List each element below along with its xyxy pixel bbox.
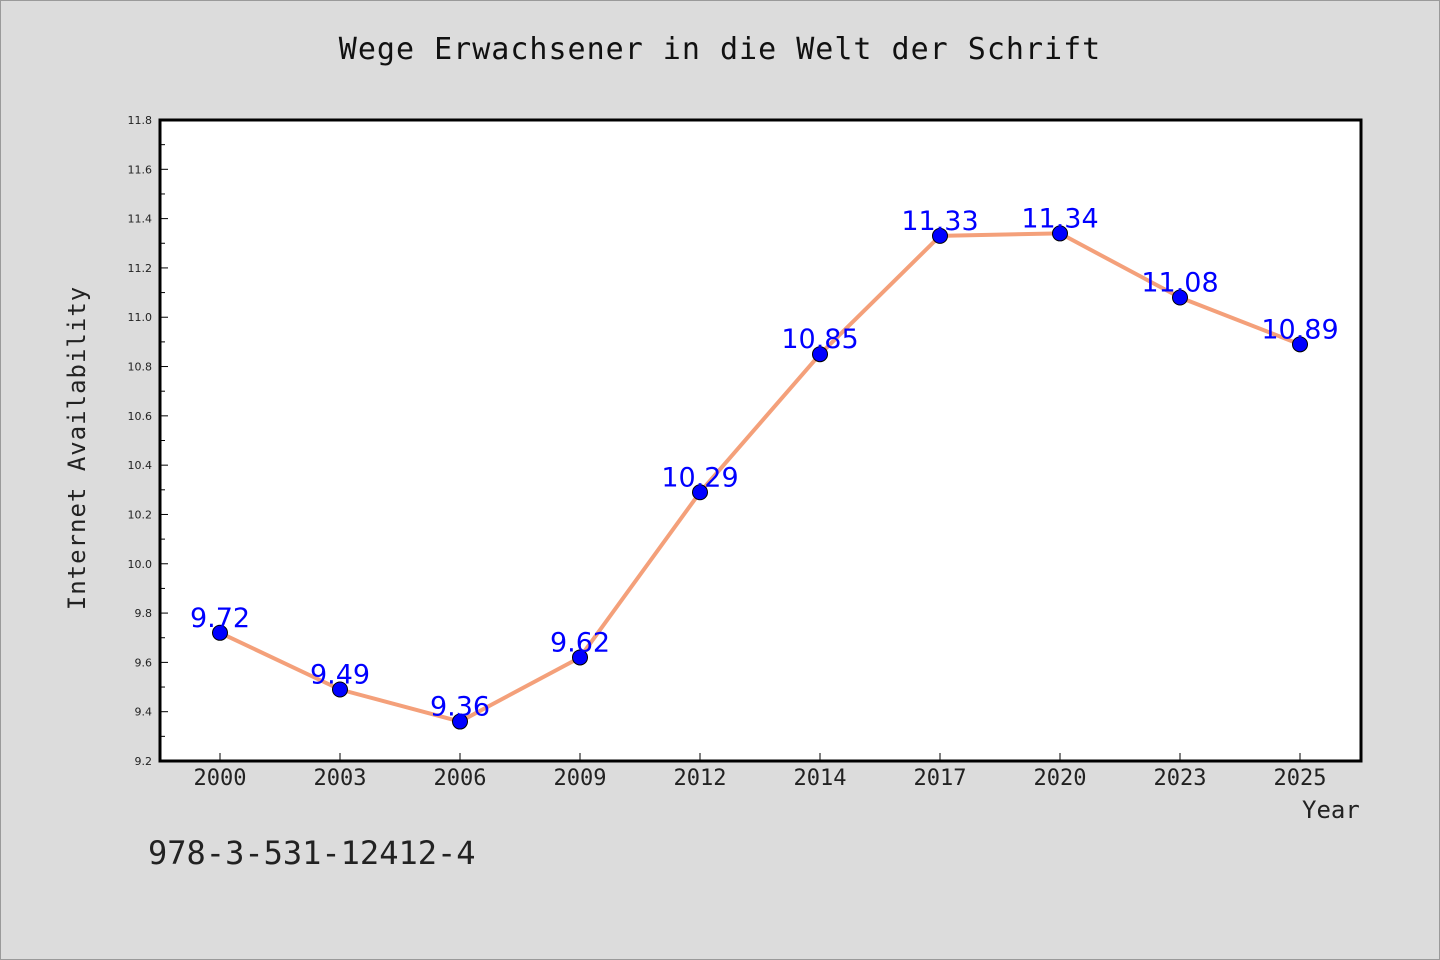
data-labels: 9.72 9.49 9.36 9.62 10.29 10.85 11.33 11.34 11.0… (190, 203, 1339, 722)
x-tick-label: 2014 (794, 766, 847, 791)
y-tick-label: 10.2 (128, 508, 153, 521)
y-tick-label: 9.2 (135, 755, 153, 768)
y-tick-label: 11.2 (128, 262, 153, 275)
data-label: 9.62 (550, 627, 610, 658)
x-tick-label: 2017 (914, 766, 967, 791)
data-point (1052, 225, 1068, 242)
series-group (212, 225, 1308, 730)
y-tick-label: 9.8 (135, 607, 153, 620)
x-tick-label: 2025 (1274, 766, 1327, 791)
x-tick-label: 2000 (194, 766, 247, 791)
data-label: 10.89 (1261, 314, 1338, 345)
y-tick-label: 9.6 (135, 656, 153, 669)
x-tick-label: 2020 (1034, 766, 1087, 791)
y-tick-label: 11.0 (128, 311, 153, 324)
data-point (572, 649, 588, 666)
data-label: 11.08 (1141, 268, 1218, 299)
data-point (692, 484, 708, 501)
chart-title: Wege Erwachsener in die Welt der Schrift (338, 32, 1102, 67)
plot-area (158, 118, 1363, 763)
y-tick-label: 11.6 (128, 163, 153, 176)
x-axis: 2000 2003 2006 2009 2012 2014 2017 2020 2023 2025 (194, 753, 1327, 791)
y-tick-label: 10.8 (128, 361, 153, 374)
series-line (218, 231, 1302, 724)
data-point (452, 713, 468, 730)
data-label: 10.85 (781, 324, 858, 355)
data-point (1172, 289, 1188, 306)
y-tick-label: 10.0 (128, 558, 153, 571)
data-label: 9.72 (190, 603, 250, 634)
y-tick-label: 10.4 (128, 459, 153, 472)
y-tick-label: 9.4 (135, 706, 153, 719)
data-label: 11.34 (1021, 203, 1098, 234)
data-label: 9.49 (310, 660, 370, 691)
data-label: 10.29 (661, 462, 738, 493)
isbn-text: 978-3-531-12412-4 (148, 834, 476, 872)
data-point (932, 227, 948, 244)
y-axis: 9.2 9.4 9.6 9.8 10.0 10.2 10.4 10.6 10.8 11.0 11.2… (128, 114, 168, 768)
x-axis-label: Year (1302, 796, 1360, 824)
data-point (1292, 336, 1308, 353)
y-tick-label: 11.4 (128, 213, 153, 226)
data-point (212, 624, 228, 641)
data-point (812, 346, 828, 363)
x-tick-label: 2006 (434, 766, 487, 791)
data-label: 9.36 (430, 692, 490, 723)
x-tick-label: 2012 (674, 766, 727, 791)
x-tick-label: 2023 (1154, 766, 1207, 791)
x-tick-label: 2003 (314, 766, 367, 791)
data-label: 11.33 (901, 206, 978, 237)
x-tick-label: 2009 (554, 766, 607, 791)
data-point (332, 681, 348, 698)
y-tick-label: 11.8 (128, 114, 153, 127)
y-tick-label: 10.6 (128, 410, 153, 423)
